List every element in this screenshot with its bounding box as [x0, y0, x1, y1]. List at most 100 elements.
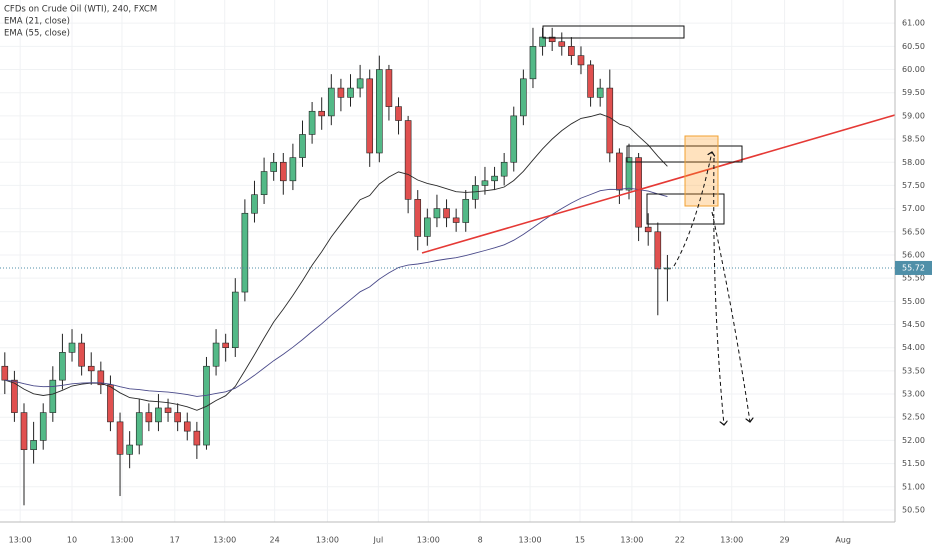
candle-body [222, 342, 229, 348]
x-tick-label: 13:00 [620, 536, 643, 545]
plot [0, 27, 895, 506]
candle-body [135, 412, 143, 446]
candle-body [78, 342, 85, 367]
candle-body [20, 412, 28, 450]
candle-body [318, 110, 326, 117]
candle-body [116, 421, 124, 455]
x-tick-label: 29 [779, 536, 789, 545]
y-tick-label: 51.50 [902, 459, 925, 468]
candle-body [356, 78, 364, 89]
candle-body [1, 365, 9, 381]
candle-body [644, 226, 652, 233]
y-tick-label: 53.50 [902, 366, 925, 375]
candle-body [251, 194, 258, 214]
arrow [713, 157, 724, 425]
candle-body [164, 407, 172, 413]
candle-body [299, 134, 306, 158]
y-tick-label: 56.50 [902, 227, 925, 236]
x-tick-label: 8 [478, 536, 483, 545]
candle-body [279, 161, 287, 182]
candle-body [241, 212, 249, 293]
grid [0, 0, 895, 522]
candle-body [174, 412, 181, 423]
x-tick-label: 13:00 [110, 536, 133, 545]
candle-body [366, 78, 374, 154]
candle-body [59, 352, 66, 381]
candle-body [87, 365, 95, 372]
candle-body [126, 444, 133, 455]
candle-body [481, 180, 489, 186]
candle-body [654, 231, 662, 270]
x-tick-label: Jul [373, 536, 384, 545]
candle-body [548, 36, 556, 43]
y-tick-label: 60.00 [902, 65, 925, 74]
x-tick-label: 13:00 [417, 536, 440, 545]
x-tick-label: 13:00 [213, 536, 236, 545]
candle-body [443, 208, 450, 219]
y-tick-label: 52.50 [902, 413, 925, 422]
y-tick-label: 59.00 [902, 111, 925, 120]
candle-body [376, 69, 383, 154]
x-tick-label: 22 [675, 536, 685, 545]
candle-body [635, 157, 642, 228]
candle-body [11, 379, 18, 413]
arrow [673, 152, 712, 267]
candle-body [596, 87, 604, 98]
candle-body [145, 412, 153, 423]
candle-body [49, 379, 57, 413]
ema-line [4, 187, 668, 397]
x-tick-label: 17 [170, 536, 180, 545]
candle-body [395, 106, 402, 121]
x-tick-label: 13:00 [519, 536, 542, 545]
ema-line [4, 113, 668, 411]
y-tick-label: 59.50 [902, 88, 925, 97]
last-price-box [895, 260, 932, 275]
y-tick-label: 57.50 [902, 181, 925, 190]
legend-entry: EMA (21, close) [4, 17, 70, 27]
candle-body [308, 110, 316, 135]
zone-box [542, 25, 685, 39]
x-tick-label: 15 [575, 536, 585, 545]
y-tick-label: 53.00 [902, 390, 925, 399]
candle-body [107, 384, 114, 423]
candle-body [616, 152, 623, 191]
y-tick-label: 52.00 [902, 436, 925, 445]
candle-body [558, 41, 566, 47]
candle-body [491, 175, 498, 182]
candle-body [260, 171, 268, 196]
y-tick-label: 56.00 [902, 250, 925, 259]
candle-body [337, 87, 345, 98]
x-tick-label: 24 [270, 536, 280, 545]
candle-body [462, 199, 470, 223]
candle-body [500, 161, 508, 177]
candle-body [606, 87, 614, 154]
x-tick-label: 13:00 [720, 536, 743, 545]
arrow [711, 211, 750, 422]
last-price-label: 55.72 [902, 263, 925, 272]
y-tick-label: 55.50 [902, 274, 925, 283]
candle-body [625, 157, 633, 191]
candle-body [577, 55, 585, 66]
candle-body [433, 208, 441, 219]
candle-body [404, 120, 412, 200]
y-tick-label: 61.00 [902, 19, 925, 28]
y-tick-label: 55.00 [902, 297, 925, 306]
candle-body [270, 161, 277, 172]
candle-body [39, 412, 47, 441]
candle-body [193, 430, 201, 446]
candle-body [385, 69, 393, 107]
y-tick-label: 57.00 [902, 204, 925, 213]
candle-body [347, 87, 354, 98]
legend-entry: EMA (55, close) [4, 29, 70, 39]
candle-body [587, 64, 594, 98]
candle-body [289, 157, 297, 182]
trend-line [421, 114, 896, 254]
x-tick-label: 13:00 [9, 536, 32, 545]
candle-body [328, 87, 335, 117]
candle-body [212, 342, 220, 367]
candle-body [472, 185, 479, 200]
candle-body [452, 217, 460, 223]
y-tick-label: 51.00 [902, 482, 925, 491]
candle-body [414, 199, 422, 237]
